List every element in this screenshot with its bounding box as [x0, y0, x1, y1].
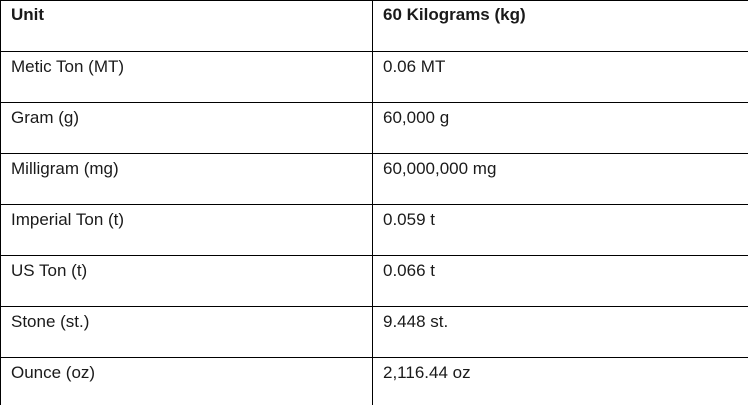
unit-cell: Metic Ton (MT)	[0, 51, 373, 103]
unit-value: 0.059 t	[383, 210, 435, 229]
value-cell: 9.448 st.	[372, 306, 748, 358]
unit-cell: Milligram (mg)	[0, 153, 373, 205]
unit-name: Stone (st.)	[11, 312, 90, 331]
table-row: Milligram (mg) 60,000,000 mg	[0, 153, 748, 205]
table-row: Imperial Ton (t) 0.059 t	[0, 204, 748, 256]
unit-value: 60,000 g	[383, 108, 450, 127]
unit-name: Milligram (mg)	[11, 159, 119, 178]
unit-name: US Ton (t)	[11, 261, 88, 280]
table-header-row: Unit 60 Kilograms (kg)	[0, 0, 748, 52]
table-row: US Ton (t) 0.066 t	[0, 255, 748, 307]
value-cell: 0.066 t	[372, 255, 748, 307]
table-row: Stone (st.) 9.448 st.	[0, 306, 748, 358]
value-cell: 0.059 t	[372, 204, 748, 256]
value-cell: 0.06 MT	[372, 51, 748, 103]
header-unit: Unit	[0, 0, 373, 52]
unit-cell: Imperial Ton (t)	[0, 204, 373, 256]
unit-name: Metic Ton (MT)	[11, 57, 125, 76]
unit-cell: US Ton (t)	[0, 255, 373, 307]
unit-value: 60,000,000 mg	[383, 159, 497, 178]
unit-cell: Ounce (oz)	[0, 357, 373, 405]
table-row: Metic Ton (MT) 0.06 MT	[0, 51, 748, 103]
value-cell: 2,116.44 oz	[372, 357, 748, 405]
unit-name: Ounce (oz)	[11, 363, 96, 382]
header-value: 60 Kilograms (kg)	[372, 0, 748, 52]
value-cell: 60,000,000 mg	[372, 153, 748, 205]
unit-cell: Gram (g)	[0, 102, 373, 154]
table-row: Gram (g) 60,000 g	[0, 102, 748, 154]
unit-value: 0.066 t	[383, 261, 435, 280]
table-row: Ounce (oz) 2,116.44 oz	[0, 357, 748, 405]
header-value-label: 60 Kilograms (kg)	[383, 5, 526, 24]
unit-value: 0.06 MT	[383, 57, 446, 76]
unit-value: 2,116.44 oz	[383, 363, 471, 382]
unit-name: Imperial Ton (t)	[11, 210, 125, 229]
unit-name: Gram (g)	[11, 108, 79, 127]
unit-cell: Stone (st.)	[0, 306, 373, 358]
value-cell: 60,000 g	[372, 102, 748, 154]
unit-value: 9.448 st.	[383, 312, 449, 331]
header-unit-label: Unit	[11, 5, 45, 24]
